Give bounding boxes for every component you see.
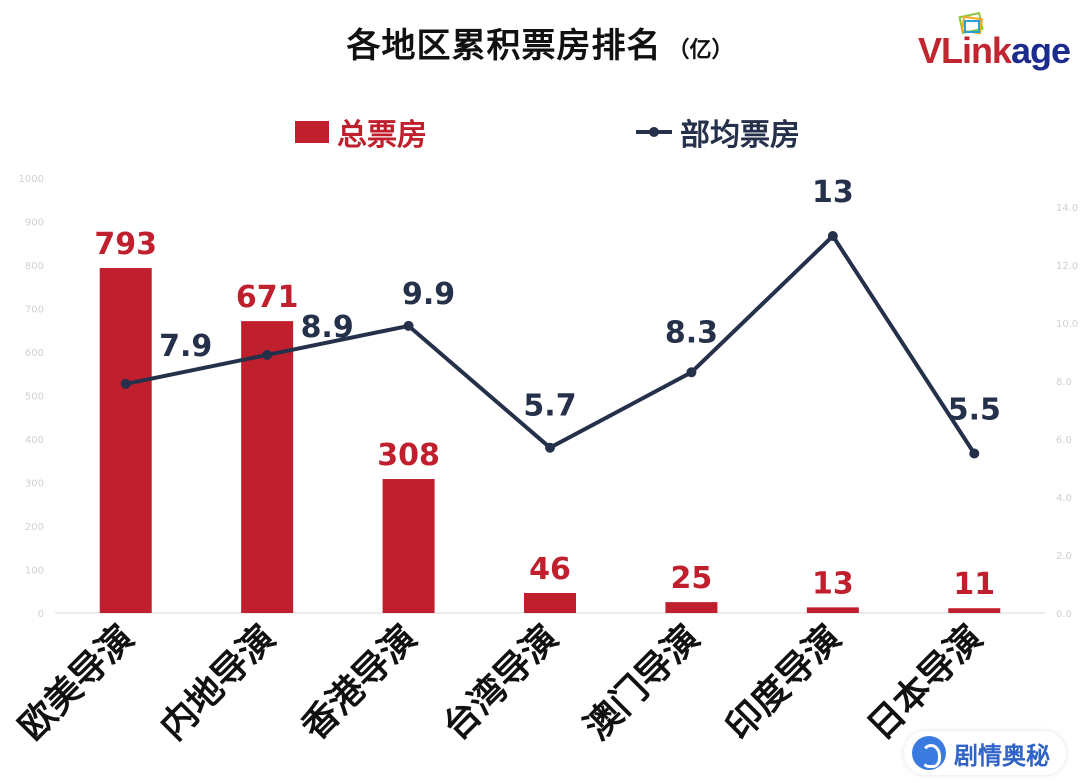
brand-logo-icon <box>958 12 984 35</box>
line-point-average <box>969 448 980 459</box>
y-left-tick-label: 500 <box>25 392 44 403</box>
legend-label-average: 部均票房 <box>680 118 800 153</box>
y-left-tick-label: 700 <box>25 305 44 316</box>
line-value-label: 7.9 <box>159 329 212 364</box>
x-category-label: 印度导演 <box>718 617 849 748</box>
chart-title-main: 各地区累积票房排名 <box>346 26 662 66</box>
line-point-average <box>827 231 838 241</box>
line-value-label: 8.3 <box>665 315 718 350</box>
legend: 总票房 部均票房 <box>0 110 1080 153</box>
chart-title-unit: （亿） <box>667 38 734 63</box>
y-right-tick-label: 6.0 <box>1056 435 1072 446</box>
y-right-tick-label: 2.0 <box>1056 551 1072 562</box>
line-value-label: 5.5 <box>948 393 1001 428</box>
line-value-label: 8.9 <box>301 310 354 345</box>
legend-item-average: 部均票房 <box>634 110 800 154</box>
bar-total <box>665 602 718 613</box>
line-point-average <box>403 320 414 331</box>
x-category-label: 欧美导演 <box>11 617 142 748</box>
line-value-label: 9.9 <box>402 277 455 312</box>
bar-value-label: 13 <box>812 566 854 601</box>
line-point-average <box>120 378 131 389</box>
x-category-label: 台湾导演 <box>435 617 567 749</box>
x-category-label: 香港导演 <box>294 617 425 748</box>
watermark-icon <box>912 736 946 770</box>
bar-total <box>241 321 294 613</box>
line-point-average <box>262 349 273 360</box>
bar-value-label: 671 <box>236 280 299 315</box>
line-point-average <box>686 367 697 378</box>
bar-total <box>382 479 435 613</box>
watermark: 剧情奥秘 <box>904 731 1066 775</box>
brand-logo-suffix: age <box>1010 30 1071 71</box>
bar-total <box>99 268 152 613</box>
line-average <box>125 234 976 455</box>
legend-swatch-line <box>636 127 672 137</box>
y-left-tick-label: 100 <box>25 566 44 577</box>
chart-title: 各地区累积票房排名 （亿） <box>0 18 1080 67</box>
y-right-tick-label: 10.0 <box>1056 319 1078 330</box>
legend-label-total: 总票房 <box>337 118 427 153</box>
legend-item-total: 总票房 <box>295 110 427 154</box>
y-left-tick-label: 300 <box>25 479 44 490</box>
line-point-average <box>545 442 555 453</box>
x-category-label: 日本导演 <box>860 617 991 748</box>
y-left-tick-label: 400 <box>25 435 44 446</box>
y-left-tick-label: 800 <box>25 261 44 272</box>
legend-swatch-bar <box>295 121 329 143</box>
line-value-label: 13 <box>812 175 854 210</box>
y-right-tick-label: 12.0 <box>1056 261 1078 272</box>
brand-logo-text: VLink <box>917 30 1012 71</box>
watermark-text: 剧情奥秘 <box>954 741 1050 770</box>
x-category-label: 澳门导演 <box>577 617 708 748</box>
y-right-tick-label: 4.0 <box>1056 493 1072 504</box>
bar-total <box>524 592 576 613</box>
y-left-tick-label: 600 <box>25 348 44 359</box>
y-right-tick-label: 0.0 <box>1056 609 1072 620</box>
y-left-tick-label: 900 <box>25 218 44 229</box>
y-left-tick-label: 0 <box>38 609 44 620</box>
bar-total <box>806 607 859 613</box>
bar-value-label: 46 <box>529 552 571 587</box>
line-value-label: 5.7 <box>523 389 576 424</box>
bar-value-label: 25 <box>671 561 713 596</box>
y-left-tick-label: 200 <box>25 522 44 533</box>
bar-value-label: 308 <box>377 438 440 473</box>
bar-value-label: 793 <box>94 227 157 262</box>
y-left-tick-label: 1000 <box>19 174 44 185</box>
bar-value-label: 11 <box>953 567 995 602</box>
x-category-label: 内地导演 <box>153 617 284 748</box>
bar-total <box>948 608 1001 613</box>
y-right-tick-label: 8.0 <box>1056 377 1072 388</box>
y-right-tick-label: 14.0 <box>1056 203 1078 214</box>
brand-logo: VLinkage <box>917 30 1071 72</box>
